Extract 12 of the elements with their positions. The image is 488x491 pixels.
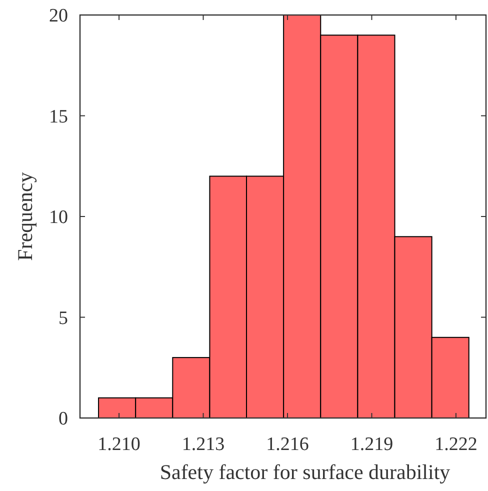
x-tick-label: 1.222 [434, 434, 478, 455]
x-tick-label: 1.213 [182, 434, 225, 455]
y-axis-title: Frequency [13, 172, 37, 261]
x-axis-title: Safety factor for surface durability [160, 460, 451, 484]
y-tick-label: 15 [49, 106, 68, 128]
y-tick-label: 0 [58, 408, 68, 430]
x-tick-label: 1.216 [266, 434, 309, 455]
y-tick-label: 5 [58, 308, 68, 329]
x-tick-label: 1.219 [350, 434, 394, 455]
y-tick-label: 20 [49, 6, 68, 27]
y-tick-label: 10 [49, 207, 68, 228]
x-tick-label: 1.210 [98, 434, 140, 455]
